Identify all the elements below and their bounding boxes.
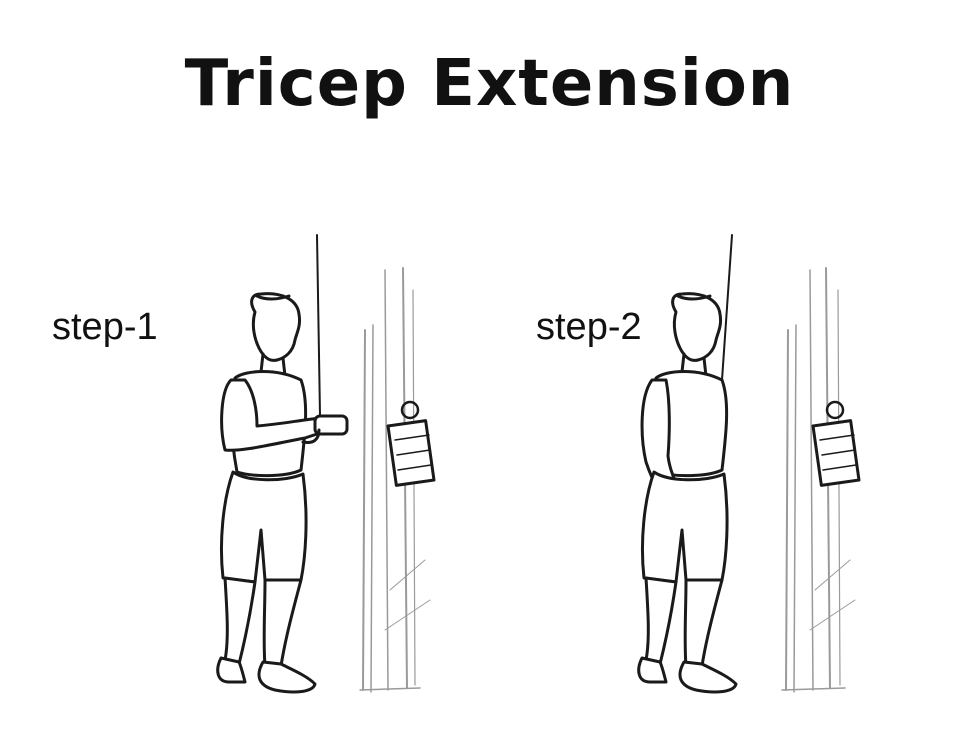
- cable: [721, 234, 733, 381]
- step-1-label: step-1: [52, 306, 158, 348]
- weight-stack: [386, 400, 436, 487]
- athlete-figure: [216, 292, 349, 694]
- weight-stack: [811, 400, 861, 487]
- page-title: Tricep Extension: [184, 47, 795, 121]
- step-1-illustration: [185, 230, 445, 710]
- step-2-label: step-2: [536, 306, 642, 348]
- step-2-illustration: [610, 230, 870, 710]
- step-2-sketch: [637, 234, 861, 694]
- cable: [316, 234, 321, 416]
- athlete-figure: [637, 292, 738, 694]
- step-1-sketch: [216, 234, 436, 694]
